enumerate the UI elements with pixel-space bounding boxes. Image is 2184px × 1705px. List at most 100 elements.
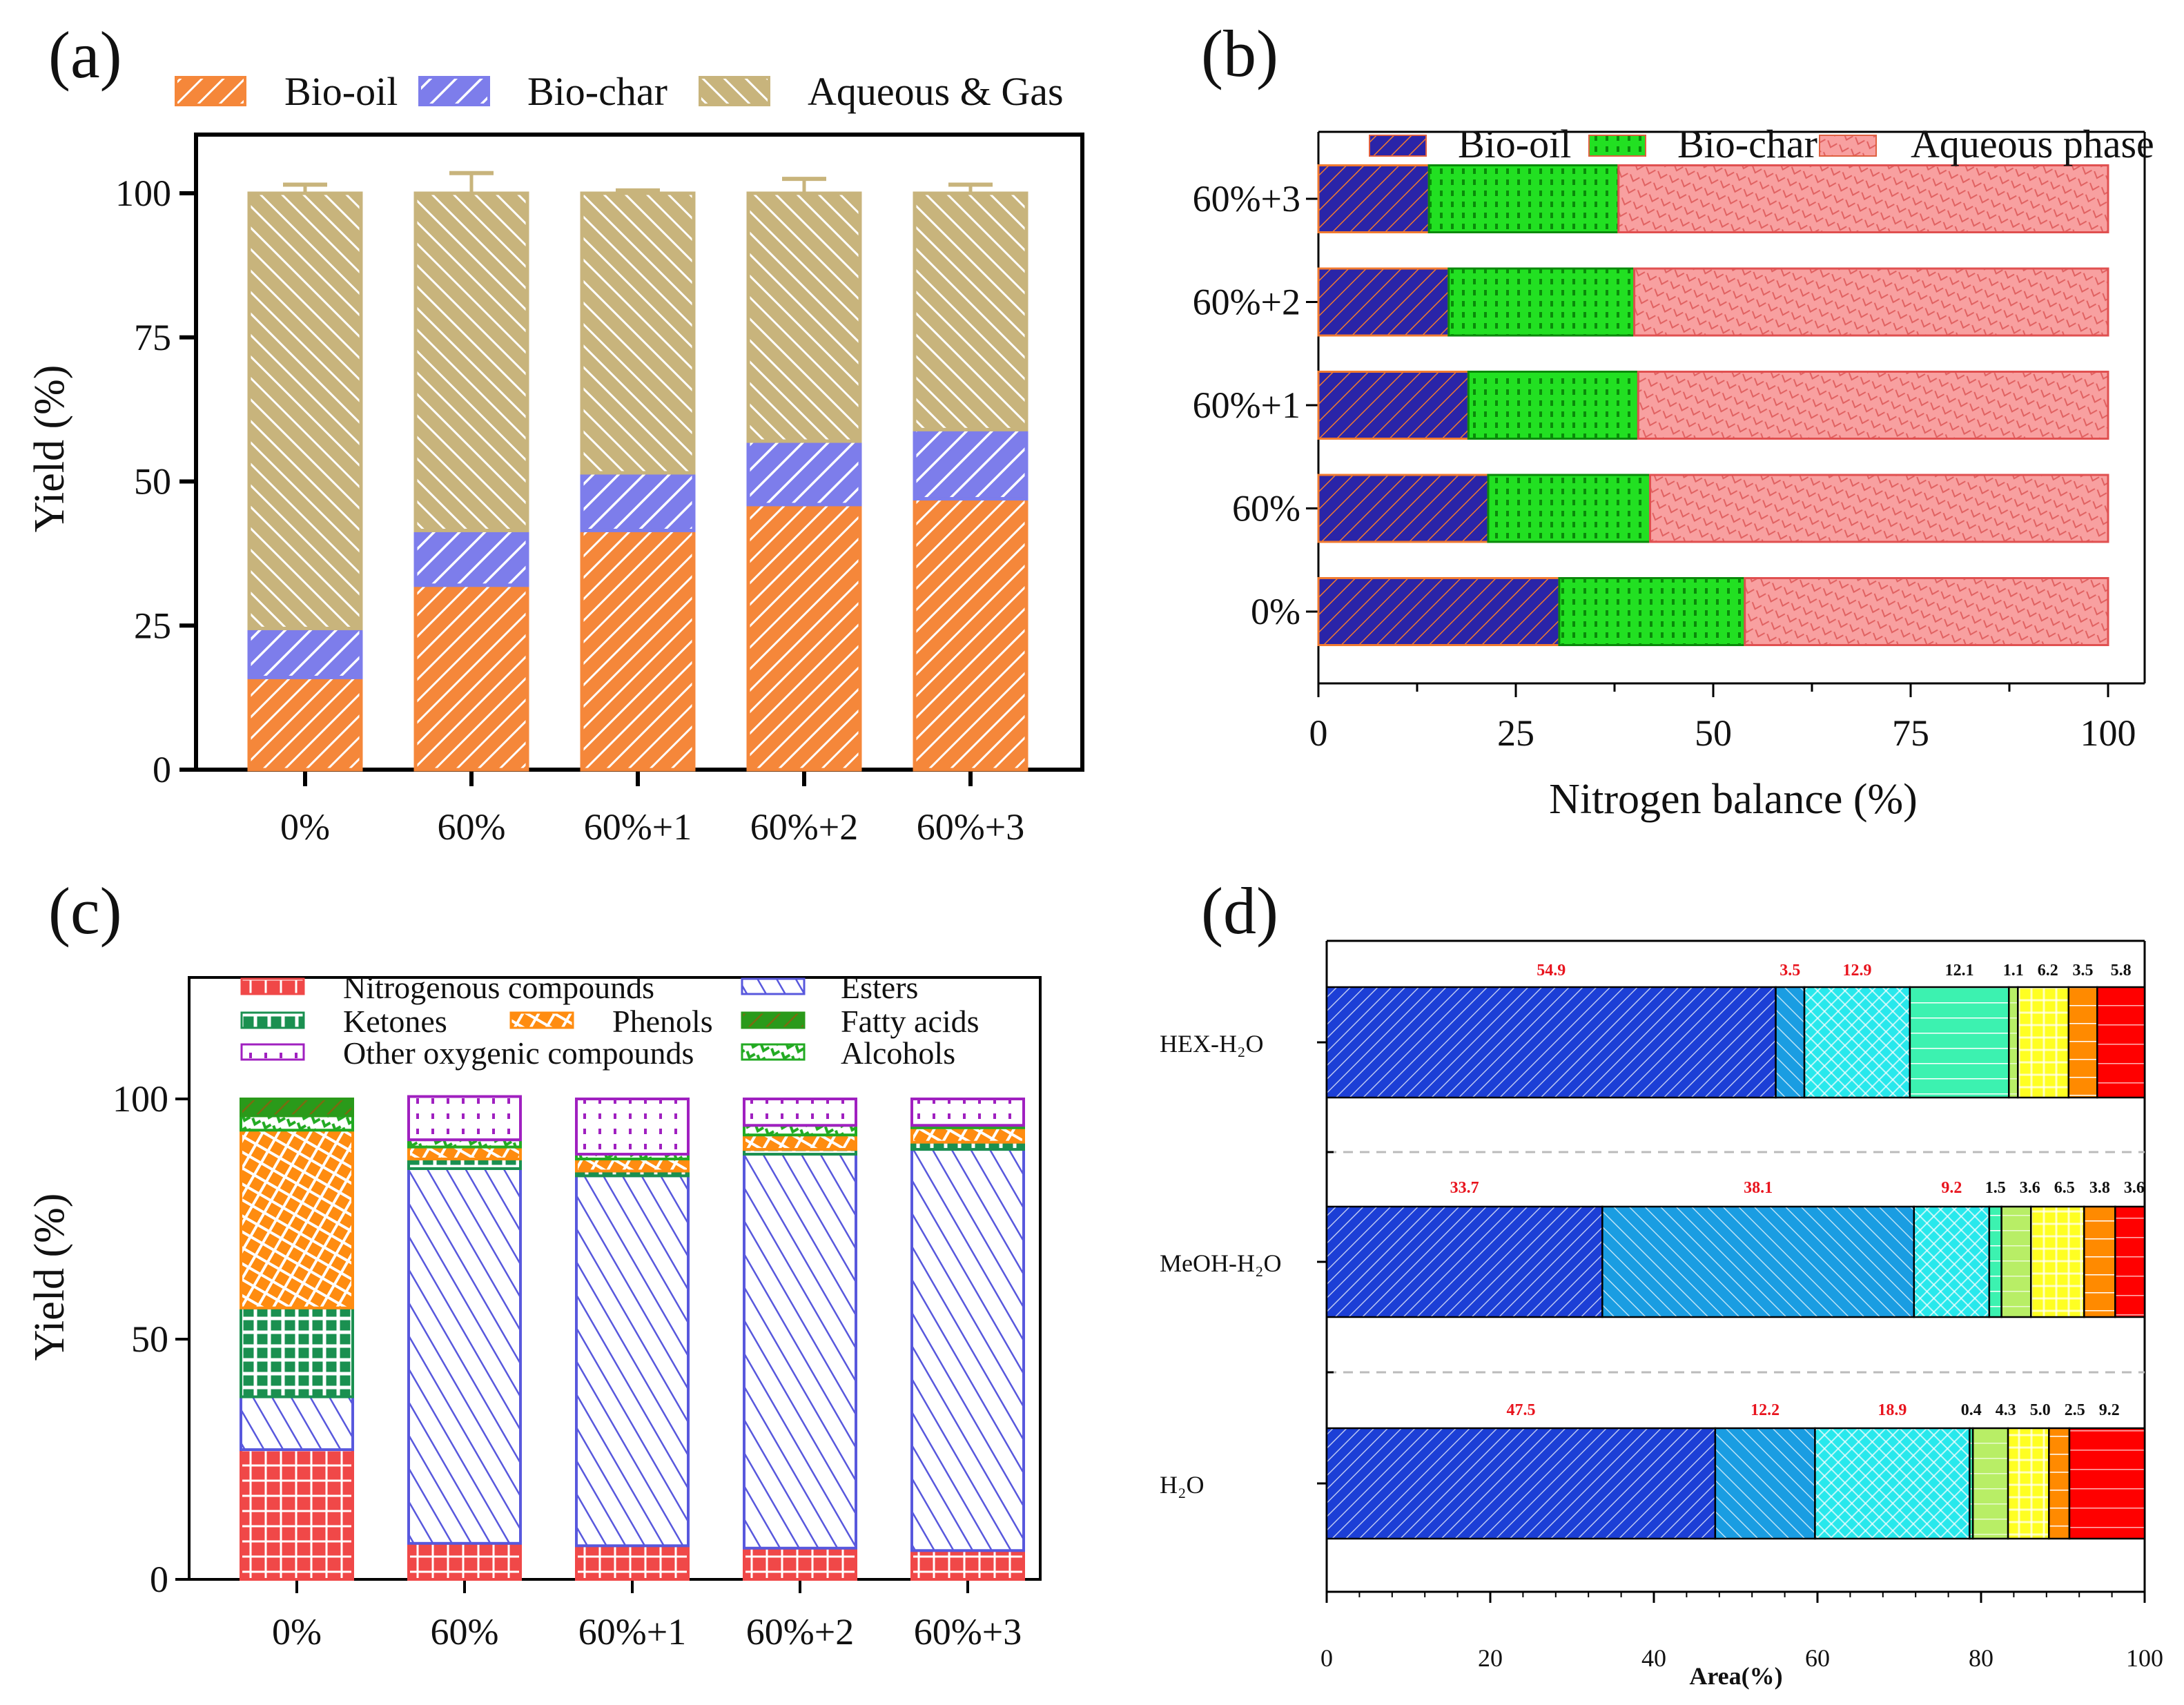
legend-swatch: [741, 977, 806, 995]
y-tick-label: 0: [153, 749, 171, 790]
segment-value-label: 2.5: [2065, 1401, 2085, 1419]
legend-label: Esters: [841, 970, 918, 1005]
legend-swatch: [418, 76, 490, 106]
x-tick-label: 100: [2080, 712, 2136, 754]
legend-swatch: [240, 1043, 305, 1061]
y-tick-label: 75: [134, 317, 171, 358]
segment-value-label: 54.9: [1537, 962, 1566, 980]
legend-label: Fatty acids: [841, 1004, 979, 1039]
bar-segment: [1714, 1427, 1816, 1540]
bar-segment: [2048, 1427, 2071, 1540]
bar-segment: [2030, 1205, 2085, 1318]
bar-bio-oil: [746, 503, 862, 772]
legend-label: Bio-char: [527, 69, 667, 114]
bar-bio-char: [413, 528, 529, 587]
legend-swatch: [1588, 135, 1646, 157]
legend-swatch: [240, 1011, 305, 1029]
bar-segment: [2067, 986, 2098, 1099]
segment-value-label: 12.9: [1842, 962, 1871, 980]
bar-aqueous-phase: [1744, 577, 2109, 646]
bar-segment: [1971, 1427, 2009, 1540]
bar-nitrogenous-compounds: [407, 1541, 522, 1581]
y-axis-label: Yield (%): [26, 365, 73, 533]
x-tick-label: 75: [1892, 712, 1929, 754]
x-tick-label: 60%+2: [750, 806, 858, 848]
bar-aqueous-gas: [746, 191, 862, 443]
bar-bio-oil: [413, 583, 529, 772]
legend-label: Aqueous & Gas: [808, 69, 1064, 114]
bar-segment: [1601, 1205, 1915, 1318]
bar-bio-char: [913, 427, 1028, 501]
bar-phenols: [240, 1129, 354, 1309]
bar-ketones: [240, 1306, 354, 1399]
bar-aqueous-phase: [1648, 474, 2109, 543]
segment-value-label: 3.5: [2073, 962, 2094, 980]
bar-esters: [910, 1148, 1025, 1552]
y-tick-label: 100: [113, 1078, 168, 1120]
legend-label: Phenols: [612, 1004, 713, 1039]
panel-label: (b): [1201, 17, 1278, 90]
bar-segment: [1775, 986, 1806, 1099]
bar-segment: [1325, 1205, 1603, 1318]
bar-esters: [407, 1167, 522, 1545]
y-tick-label: 60%+3: [1193, 178, 1300, 220]
x-tick-label: 60: [1805, 1644, 1830, 1672]
bar-phenols: [743, 1133, 857, 1151]
bar-segment: [1913, 1205, 1991, 1318]
x-tick-label: 60%: [438, 806, 506, 848]
segment-value-label: 0.4: [1961, 1401, 1982, 1419]
bar-segment: [2083, 1205, 2116, 1318]
bar-bio-oil: [580, 528, 696, 772]
segment-value-label: 18.9: [1878, 1401, 1907, 1419]
x-tick-label: 25: [1497, 712, 1534, 754]
y-tick-label: 60%: [1232, 488, 1300, 529]
segment-value-label: 3.8: [2089, 1179, 2110, 1197]
bar-bio-oil: [913, 497, 1028, 772]
legend-swatch: [175, 76, 246, 106]
x-tick-label: 60%+2: [746, 1611, 854, 1653]
bar-bio-char: [580, 471, 696, 532]
bar-aqueous-phase: [1617, 164, 2109, 233]
legend-label: Alcohols: [841, 1035, 955, 1071]
y-tick-label: 25: [134, 605, 171, 646]
bar-ketones: [407, 1158, 522, 1170]
bar-other-oxygenic-compounds: [407, 1095, 522, 1142]
legend-swatch: [699, 76, 770, 106]
segment-value-label: 3.5: [1780, 962, 1800, 980]
legend-swatch: [741, 1043, 806, 1061]
bar-other-oxygenic-compounds: [575, 1098, 690, 1156]
bar-segment: [2096, 986, 2146, 1099]
panel-d: (d) 0 20 40 60 80 100 Area(%) HEX-H₂O 54.9 3.5 12.9…: [1160, 874, 2163, 1690]
bar-segment: [2008, 986, 2019, 1099]
bar-aqueous-phase: [1637, 371, 2109, 440]
segment-value-label: 33.7: [1450, 1179, 1479, 1197]
y-tick-label: 0: [150, 1559, 168, 1600]
bar-bio-oil: [1317, 474, 1490, 543]
segment-value-label: 4.3: [1996, 1401, 2016, 1419]
bar-bio-char: [1487, 474, 1651, 543]
legend-label: Ketones: [343, 1004, 447, 1039]
y-tick-label: 60%+1: [1193, 384, 1300, 426]
x-tick-label: 40: [1641, 1644, 1666, 1672]
x-tick-label: 60%+3: [914, 1611, 1022, 1653]
bar-bio-char: [247, 626, 363, 679]
segment-value-label: 6.2: [2038, 962, 2058, 980]
bar-phenols: [407, 1145, 522, 1160]
bar-fatty-acids: [240, 1098, 354, 1118]
bar-alcohols: [743, 1124, 857, 1137]
bar-segment: [1909, 986, 2010, 1099]
bar-bio-char: [746, 439, 862, 507]
x-tick-label: 0%: [280, 806, 330, 848]
bar-phenols: [910, 1126, 1025, 1144]
bar-aqueous-gas: [913, 191, 1028, 431]
y-tick-label: H₂O: [1160, 1471, 1205, 1499]
x-axis-label: Nitrogen balance (%): [1549, 776, 1918, 823]
bar-bio-oil: [247, 675, 363, 772]
bar-alcohols: [240, 1114, 354, 1132]
bar-esters: [240, 1395, 354, 1452]
panel-label: (c): [48, 874, 122, 948]
panel-label: (d): [1201, 874, 1278, 948]
bar-bio-oil: [1317, 164, 1430, 233]
segment-value-label: 1.1: [2003, 962, 2024, 980]
